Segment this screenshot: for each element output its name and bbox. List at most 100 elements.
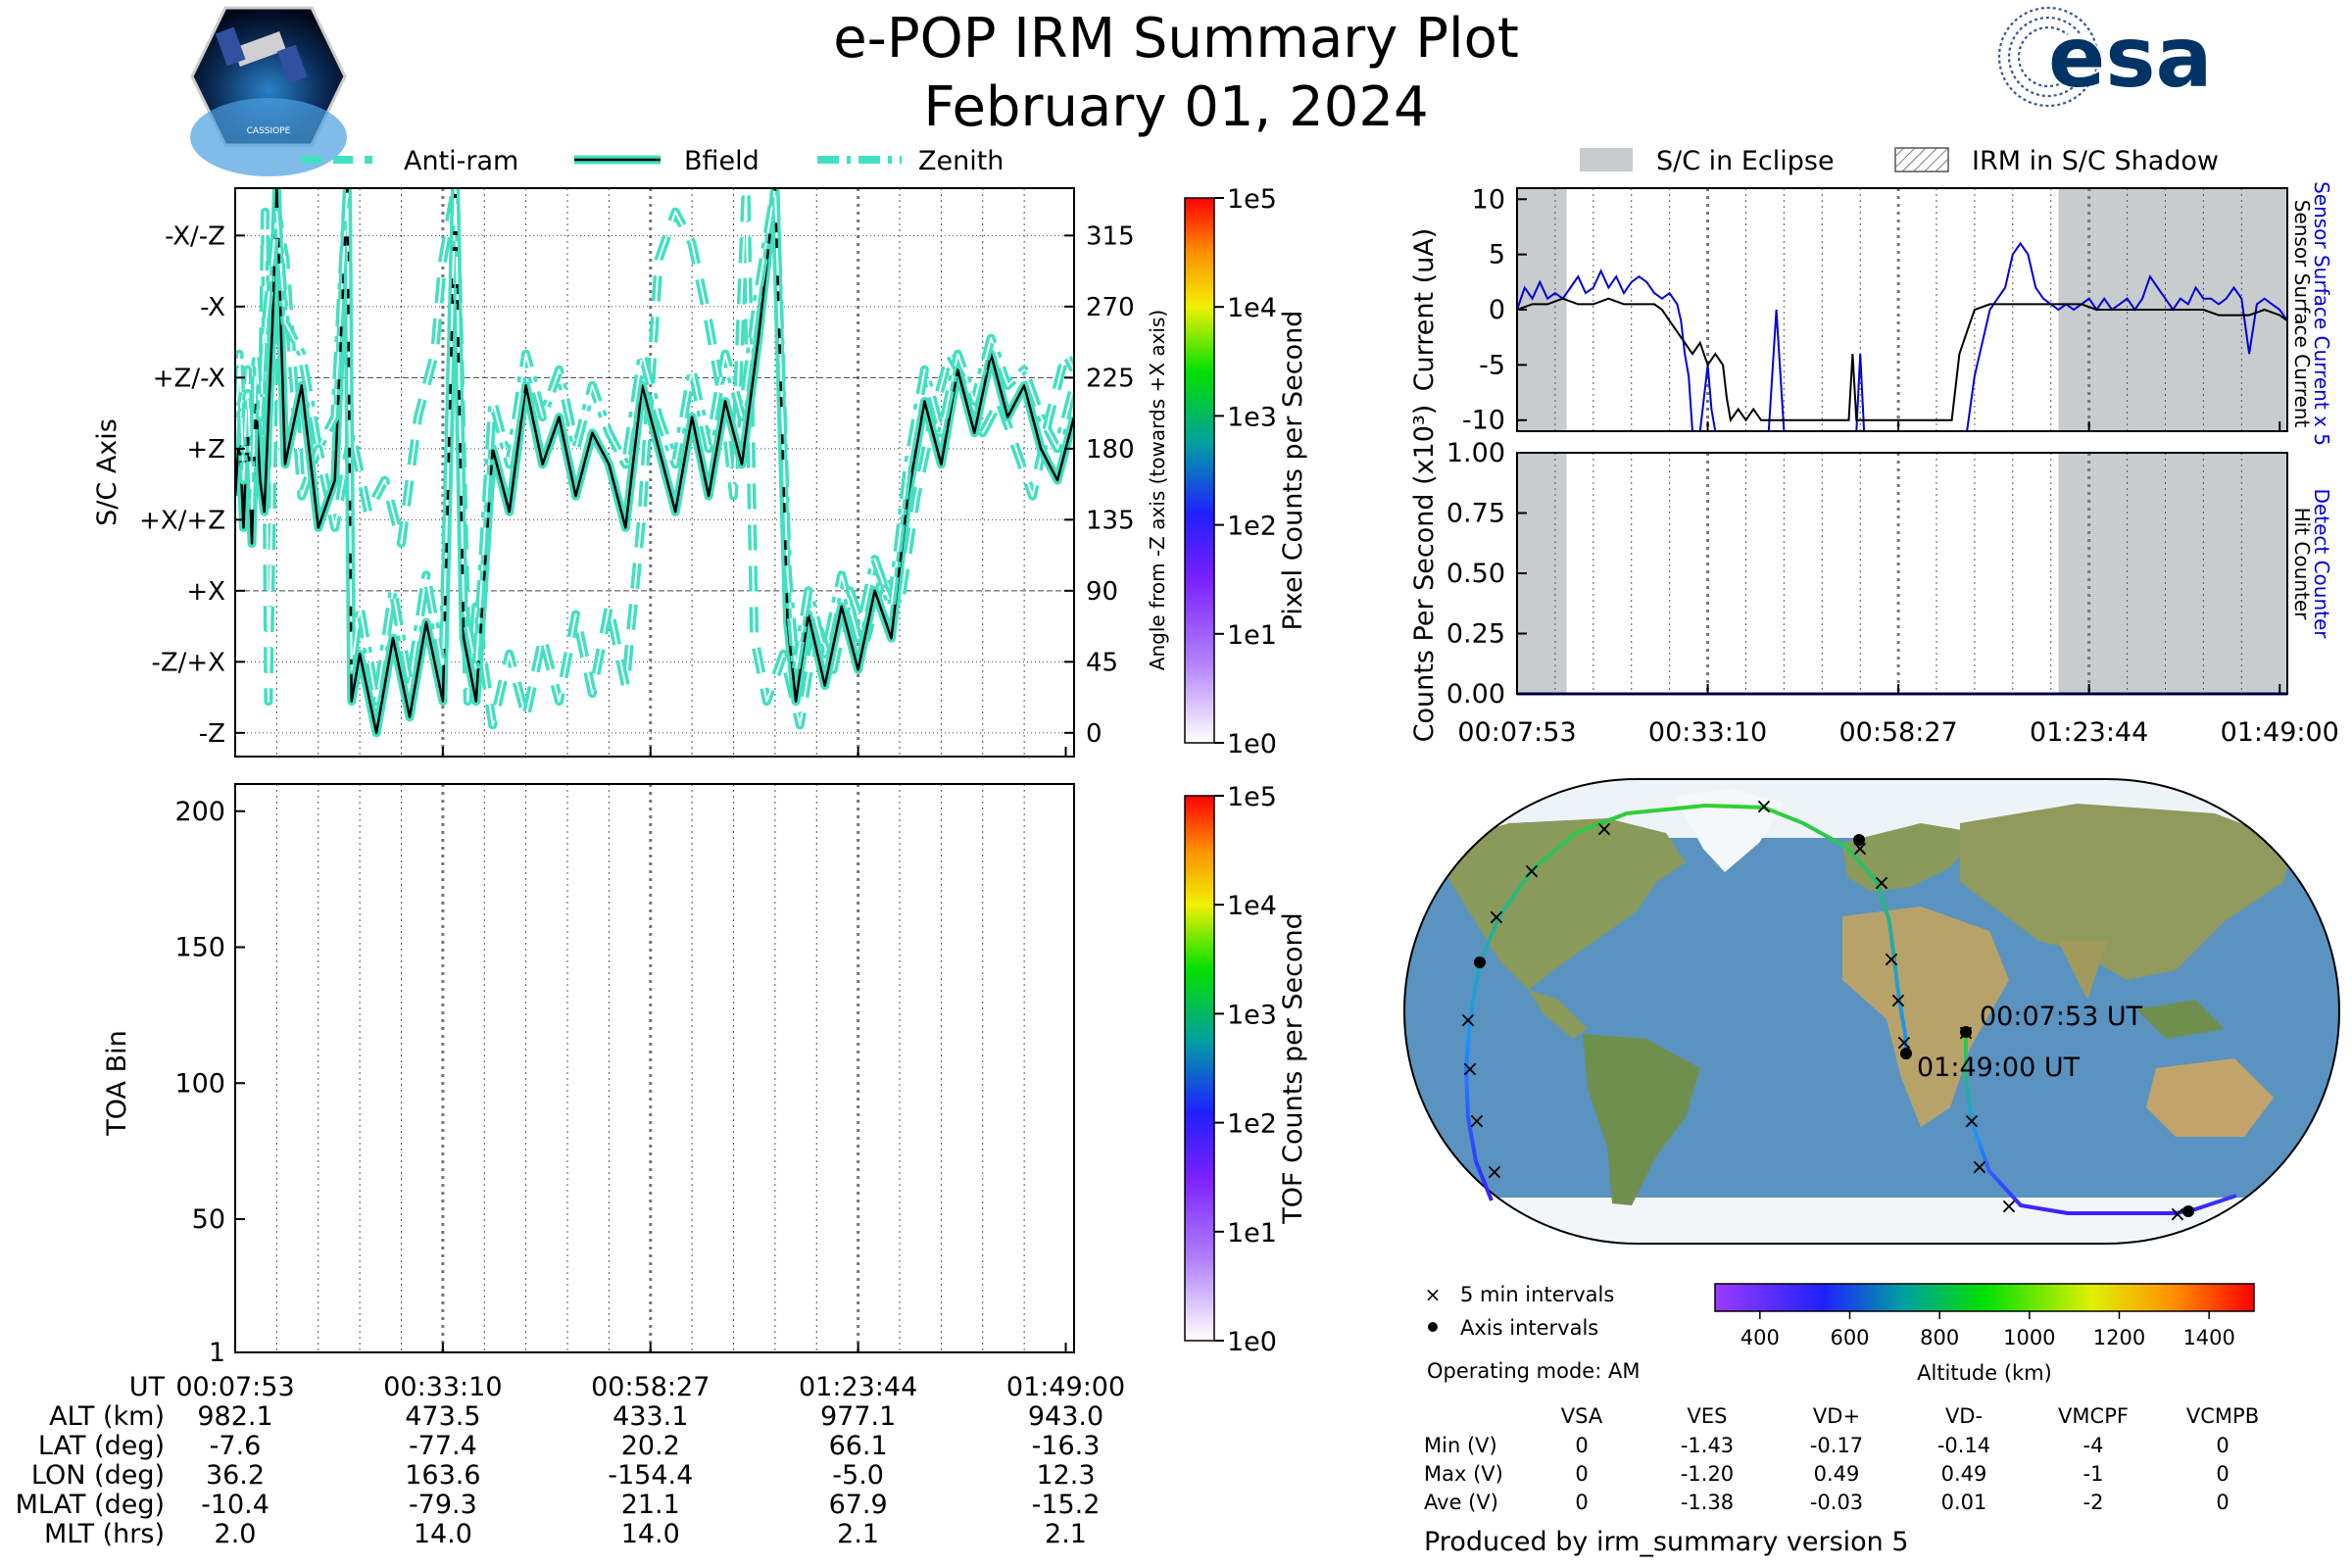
sc-axis-left-tick-label: +Z/-X <box>153 364 225 393</box>
cassiope-logo: CASSIOPE <box>190 6 347 176</box>
altitude-tick-label: 400 <box>1740 1326 1780 1349</box>
legend-bfield: Bfield <box>574 146 760 176</box>
colorbar-tick-label: 1e3 <box>1227 402 1277 432</box>
ephemeris-table: UT 00:07:53 00:33:10 00:58:27 01:23:44 01:49:… <box>16 1372 1126 1549</box>
current-tick-label: 5 <box>1489 240 1505 270</box>
india-shape <box>2058 941 2107 1000</box>
zenith-trace-line <box>235 188 1074 703</box>
ephemeris-cell: 977.1 <box>820 1401 896 1432</box>
five-min-marker: × <box>1461 1057 1479 1082</box>
colorbar-tick-label: 1e1 <box>1227 620 1277 651</box>
five-min-marker: × <box>1523 859 1541 884</box>
voltage-cell: -1.38 <box>1681 1491 1734 1514</box>
time-tick-label: 00:58:27 <box>1838 717 1957 748</box>
legend-shadow-label: IRM in S/C Shadow <box>1972 146 2219 176</box>
sc-axis-right-tick-label: 180 <box>1086 435 1135 465</box>
voltage-header: VES <box>1688 1404 1728 1428</box>
operating-mode: Operating mode: AM <box>1427 1359 1640 1383</box>
counts-ylabel: Counts Per Second (x10³) <box>1409 405 1440 743</box>
legend-eclipse-label: S/C in Eclipse <box>1656 146 1835 176</box>
voltage-header: VSA <box>1561 1404 1603 1428</box>
ephemeris-cell: 01:23:44 <box>799 1372 917 1402</box>
sc-axis-series <box>235 188 1074 738</box>
time-tick-label: 00:07:53 <box>1457 717 1576 748</box>
current-ylabel: Current (uA) <box>1409 228 1440 392</box>
five-min-marker: × <box>1889 989 1907 1013</box>
current-series <box>1517 241 2287 431</box>
current-time-grid <box>1516 188 2281 431</box>
orbit-segment-main <box>1463 803 1908 1201</box>
sc-axis-left-tick-label: -Z/+X <box>151 648 225 677</box>
time-tick-label: 01:49:00 <box>2221 717 2339 748</box>
sc-axis-left-tick-label: -Z <box>199 719 225 749</box>
time-tick-label: 01:23:44 <box>2030 717 2148 748</box>
page-date: February 01, 2024 <box>923 75 1428 139</box>
voltage-cell: -0.03 <box>1810 1491 1863 1514</box>
sensor-surface-current-x-5-line <box>1517 241 2287 431</box>
ephemeris-cell: 14.0 <box>414 1519 472 1549</box>
ephemeris-cell: -16.3 <box>1032 1431 1101 1461</box>
counts-right-label-black: Hit Counter <box>2290 508 2314 620</box>
footer-text: Produced by irm_summary version 5 <box>1424 1527 1909 1557</box>
sc-axis-right-tick-label: 270 <box>1086 293 1135 322</box>
sc-axis-panel: -Z -Z/+X +X +X/+Z +Z +Z/-X -X -X/-Z 0 45 90 135 180… <box>92 187 1169 758</box>
ephemeris-cell: 433.1 <box>612 1401 688 1432</box>
greenland-shape <box>1674 789 1784 872</box>
counts-tick-label: 0.00 <box>1446 679 1505 710</box>
current-right-label-blue: Sensor Surface Current x 5 <box>2310 181 2333 446</box>
legend-axis-label: Axis intervals <box>1460 1316 1598 1340</box>
bfield-trace-line <box>235 188 1074 735</box>
ephemeris-cell: 66.1 <box>829 1431 888 1461</box>
ephemeris-cell: 00:07:53 <box>175 1372 294 1402</box>
legend-anti-ram-label: Anti-ram <box>404 146 518 176</box>
colorbar-tick-label: 1e5 <box>1227 782 1277 812</box>
time-tick-label: 00:33:10 <box>1648 717 1767 748</box>
five-min-marker: × <box>1488 906 1505 930</box>
five-min-marker-icon: × <box>1425 1283 1442 1306</box>
ephemeris-cell: 2.0 <box>215 1519 257 1549</box>
africa-shape <box>1842 906 2009 1127</box>
five-min-marker: × <box>2000 1195 2018 1219</box>
sc-axis-left-tick-label: -X/-Z <box>165 221 225 251</box>
se-asia-islands-shape <box>2136 1000 2225 1039</box>
voltage-cell: 0.49 <box>1941 1462 1987 1486</box>
legend-anti-ram: Anti-ram <box>302 146 518 176</box>
ephemeris-cell: 12.3 <box>1036 1460 1095 1491</box>
altitude-tick-label: 800 <box>1920 1326 1959 1349</box>
ephemeris-row-label: MLT (hrs) <box>44 1519 165 1549</box>
esa-logo: esa <box>1997 6 2213 108</box>
altitude-tick-label: 1000 <box>2003 1326 2055 1349</box>
colorbar-tick-label: 1e4 <box>1227 891 1277 921</box>
ephemeris-cell: -77.4 <box>409 1431 477 1461</box>
voltage-cell: -1.43 <box>1681 1434 1734 1457</box>
tof-counts-colorbar-label: TOF Counts per Second <box>1278 912 1308 1225</box>
axis-marker <box>1960 1026 1972 1038</box>
sc-axis-right-tick-label: 45 <box>1086 648 1118 677</box>
axis-marker <box>1474 956 1486 968</box>
ephemeris-cell: 14.0 <box>621 1519 680 1549</box>
ephemeris-cell: 01:49:00 <box>1006 1372 1125 1402</box>
axis-marker <box>2182 1205 2194 1217</box>
sc-axis-right-tick-label: 315 <box>1086 221 1135 251</box>
eclipse-band <box>2058 453 2287 694</box>
five-min-marker: × <box>1755 795 1773 819</box>
europe-shape <box>1842 823 1980 892</box>
altitude-colorbar: 400 600 800 1000 1200 1400 Altitude (km) <box>1714 1283 2255 1385</box>
voltage-header: VD+ <box>1813 1404 1860 1428</box>
sc-axis-legend: Anti-ram Bfield Zenith <box>302 146 1004 176</box>
five-min-marker: × <box>1971 1155 1988 1180</box>
altitude-tick-label: 1200 <box>2093 1326 2145 1349</box>
tof-counts-colorbar: 1e0 1e1 1e2 1e3 1e4 1e5 TOF Counts per Second <box>1184 782 1308 1357</box>
ephemeris-cell: 473.5 <box>405 1401 480 1432</box>
current-tick-label: -10 <box>1462 406 1505 436</box>
colorbar-tick-label: 1e0 <box>1227 729 1277 760</box>
five-min-marker: × <box>1883 948 1900 972</box>
legend-5min-label: 5 min intervals <box>1460 1283 1614 1306</box>
counts-tick-label: 0.50 <box>1446 559 1505 589</box>
colorbar-tick-label: 1e5 <box>1227 184 1277 215</box>
toa-tick-label: 50 <box>192 1204 225 1235</box>
sc-axis-left-tick-label: +Z <box>186 435 225 465</box>
ephemeris-row-label: ALT (km) <box>49 1401 165 1432</box>
